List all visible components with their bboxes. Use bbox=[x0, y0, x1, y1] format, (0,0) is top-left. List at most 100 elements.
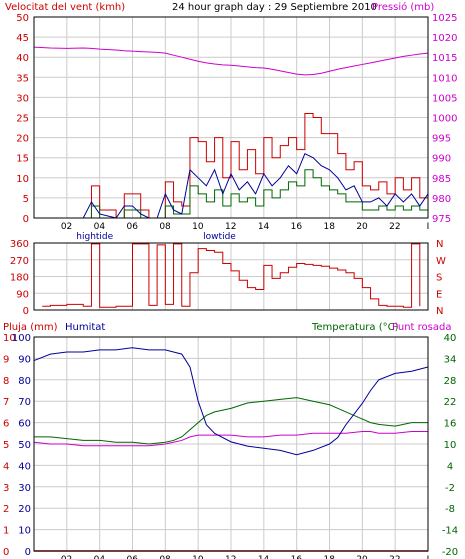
rain-ytick-0: 0 bbox=[3, 547, 9, 558]
pressure-series bbox=[33, 46, 429, 76]
rain-ytick-8: 8 bbox=[3, 376, 9, 387]
wind-ytick-40: 40 bbox=[16, 53, 29, 64]
wind-xtick-I: I bbox=[427, 222, 430, 232]
direction-series bbox=[42, 243, 421, 308]
hum-ytick-90: 90 bbox=[18, 354, 31, 365]
wind-ytick-25: 25 bbox=[16, 114, 29, 125]
pressure-ytick-1025: 1025 bbox=[432, 13, 457, 24]
rain-axis-title: Pluja (mm) bbox=[3, 322, 58, 333]
ht-xtick-12: 12 bbox=[225, 555, 236, 559]
temp-ytick-10: 10 bbox=[444, 440, 457, 451]
pressure-ytick-975: 975 bbox=[432, 214, 451, 225]
wind-xtick-18: 18 bbox=[324, 222, 336, 232]
hum-ytick-30: 30 bbox=[18, 483, 31, 494]
wind-xtick-12: 12 bbox=[225, 222, 236, 232]
hum-ytick-70: 70 bbox=[18, 397, 31, 408]
wind-xtick-20: 20 bbox=[356, 222, 368, 232]
pressure-ytick-1015: 1015 bbox=[432, 53, 457, 64]
pressure-ytick-1010: 1010 bbox=[432, 73, 457, 84]
dir-ytick-90: 90 bbox=[16, 289, 29, 300]
temp-ytick-4: 4 bbox=[447, 461, 453, 472]
temp-ytick-16: 16 bbox=[444, 419, 457, 430]
wind-ytick-50: 50 bbox=[16, 13, 29, 24]
rain-ytick-3: 3 bbox=[3, 483, 9, 494]
hum-ytick-40: 40 bbox=[18, 461, 31, 472]
wind-xtick-02: 02 bbox=[61, 222, 72, 232]
dir-ytick-180: 180 bbox=[10, 273, 29, 284]
temp-ytick-34: 34 bbox=[444, 354, 457, 365]
dir-ytick-0: 0 bbox=[23, 306, 29, 317]
temp-ytick--14: -14 bbox=[442, 526, 458, 537]
dewpoint-series bbox=[33, 431, 428, 447]
temp-ytick--8: -8 bbox=[445, 504, 455, 515]
temp-ytick-22: 22 bbox=[444, 397, 457, 408]
wind-ytick-0: 0 bbox=[23, 214, 29, 225]
hum-ytick-0: 0 bbox=[25, 547, 31, 558]
chart-title: 24 hour graph day : 29 Septiembre 2010 bbox=[172, 2, 377, 13]
wind-ytick-45: 45 bbox=[16, 33, 29, 44]
rain-ytick-9: 9 bbox=[3, 354, 9, 365]
wind-tide-high: hightide bbox=[76, 232, 113, 242]
wind-ytick-15: 15 bbox=[16, 154, 29, 165]
wind-ytick-30: 30 bbox=[16, 93, 29, 104]
avg-wind-series bbox=[34, 152, 429, 219]
hum-ytick-80: 80 bbox=[18, 376, 31, 387]
wind-tide-low: lowtide bbox=[203, 232, 236, 242]
pressure-ytick-990: 990 bbox=[432, 154, 451, 165]
dewpoint-title: Punt rosada bbox=[392, 322, 451, 333]
ht-xtick-16: 16 bbox=[291, 555, 303, 559]
dir-rtick-1: E bbox=[436, 289, 442, 300]
wind-xtick-06: 06 bbox=[127, 222, 139, 232]
hum-ytick-60: 60 bbox=[18, 419, 31, 430]
temperature-title: Temperatura (°C) bbox=[311, 322, 399, 333]
ht-xtick-02: 02 bbox=[61, 555, 72, 559]
wind-frame bbox=[33, 16, 429, 219]
rain-ytick-6: 6 bbox=[3, 419, 9, 430]
wind-xtick-10: 10 bbox=[192, 222, 204, 232]
wind-xtick-04: 04 bbox=[94, 222, 106, 232]
rain-ytick-7: 7 bbox=[3, 397, 9, 408]
ht-xtick-08: 08 bbox=[159, 555, 171, 559]
humidity-series bbox=[33, 347, 429, 456]
wind-axis-title: Velocitat del vent (kmh) bbox=[5, 2, 125, 13]
temp-ytick-40: 40 bbox=[444, 333, 457, 344]
wind-ytick-35: 35 bbox=[16, 73, 29, 84]
wind-xtick-16: 16 bbox=[291, 222, 303, 232]
ht-frame bbox=[33, 336, 429, 552]
dir-rtick-4: N bbox=[436, 239, 443, 250]
ht-xtick-06: 06 bbox=[127, 555, 139, 559]
dir-frame bbox=[33, 242, 429, 311]
pressure-ytick-1000: 1000 bbox=[432, 114, 457, 125]
ht-xtick-I: I bbox=[427, 555, 430, 559]
pressure-ytick-980: 980 bbox=[432, 194, 451, 205]
hum-ytick-50: 50 bbox=[18, 440, 31, 451]
pressure-ytick-995: 995 bbox=[432, 134, 451, 145]
dir-rtick-3: W bbox=[436, 256, 446, 267]
pressure-ytick-1020: 1020 bbox=[432, 33, 457, 44]
wind-xtick-22: 22 bbox=[389, 222, 400, 232]
ht-xtick-18: 18 bbox=[324, 555, 336, 559]
pressure-axis-title: Pressió (mb) bbox=[372, 1, 434, 13]
rain-ytick-10: 10 bbox=[3, 333, 16, 344]
ht-xtick-04: 04 bbox=[94, 555, 106, 559]
pressure-ytick-1005: 1005 bbox=[432, 93, 457, 104]
gust-series bbox=[34, 112, 429, 219]
temp-ytick--20: -20 bbox=[442, 547, 458, 558]
rain-ytick-1: 1 bbox=[3, 526, 9, 537]
temp-ytick--2: -2 bbox=[445, 483, 455, 494]
wind-panel: 0510152025303540455097598098599099510001… bbox=[16, 13, 457, 242]
temp-ytick-28: 28 bbox=[444, 376, 457, 387]
hum-ytick-100: 100 bbox=[12, 333, 31, 344]
rain-ytick-2: 2 bbox=[3, 504, 9, 515]
ht-xtick-14: 14 bbox=[258, 555, 270, 559]
rain-ytick-4: 4 bbox=[3, 461, 9, 472]
temperature-series bbox=[34, 397, 428, 445]
hum-ytick-20: 20 bbox=[18, 504, 31, 515]
ht-xtick-22: 22 bbox=[389, 555, 400, 559]
ht-xtick-10: 10 bbox=[192, 555, 204, 559]
wind-ytick-20: 20 bbox=[16, 134, 29, 145]
ht-xtick-20: 20 bbox=[356, 555, 368, 559]
hum-ytick-10: 10 bbox=[18, 526, 31, 537]
wind-xtick-08: 08 bbox=[159, 222, 171, 232]
